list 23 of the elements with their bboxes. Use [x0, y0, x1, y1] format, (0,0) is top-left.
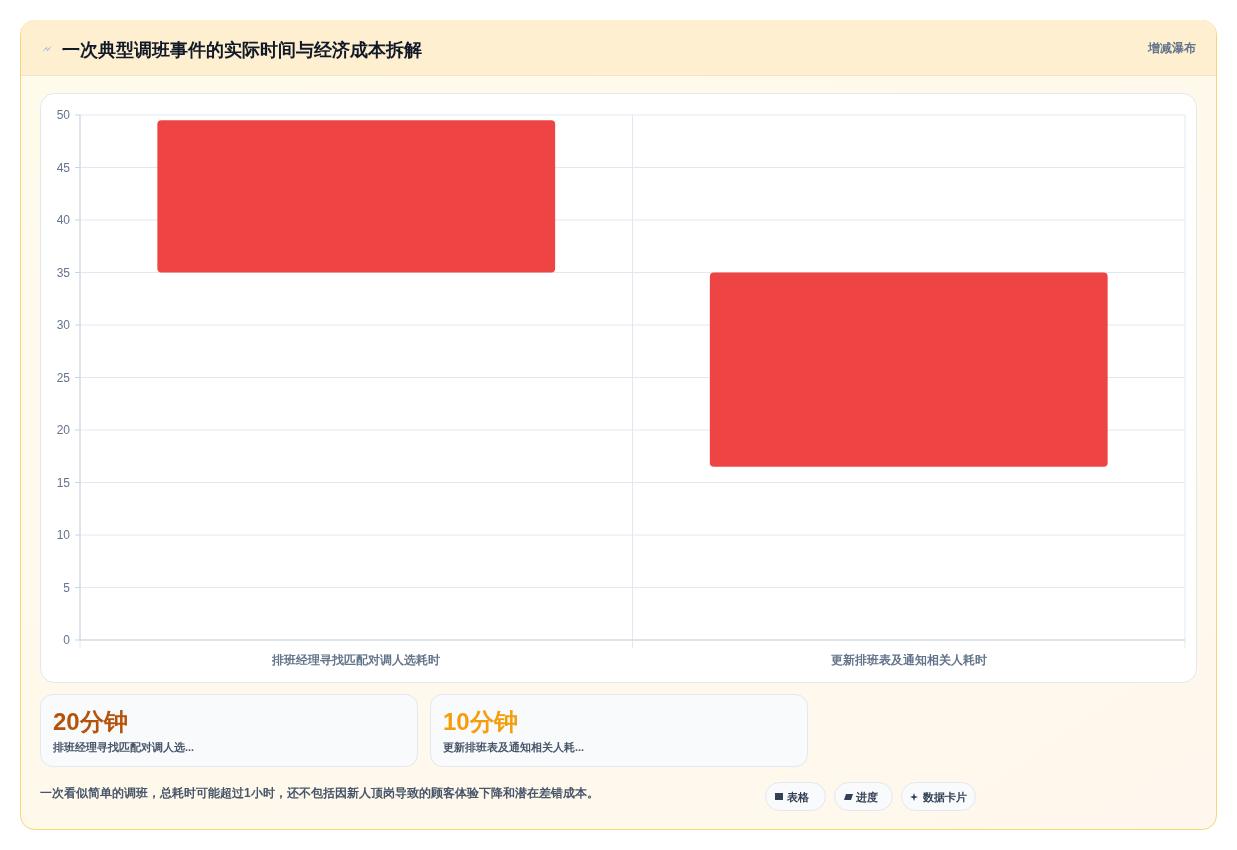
y-tick-label: 45 [56, 160, 71, 175]
text: 更新排班表及通知相关人耗... [443, 741, 585, 754]
text: 进度 [855, 791, 878, 803]
text: 表格 [786, 791, 810, 803]
x-tick-label: 排班经理寻找匹配对调人选耗时 [271, 653, 441, 667]
text: 数据卡片 [922, 791, 967, 803]
x-tick-label: 更新排班表及通知相关人耗时 [830, 653, 987, 667]
y-tick-label: 20 [56, 423, 71, 438]
y-tick-label: 10 [56, 528, 71, 543]
text: 一次看似简单的调班，总耗时可能超过1小时，还不包括因新人顶岗导致的顾客体验下降和潜在差错成本。 [40, 786, 599, 800]
y-tick-label: 35 [56, 265, 71, 280]
chart-subtitle: 增减瀑布 [1147, 41, 1196, 55]
y-tick-label: 40 [56, 213, 71, 228]
text: 排班经理寻找匹配对调人选... [52, 741, 195, 754]
y-tick-label: 5 [63, 580, 71, 595]
y-tick-label: 25 [56, 370, 71, 385]
y-tick-label: 30 [56, 318, 71, 333]
text: 10分钟 [443, 708, 518, 735]
y-tick-label: 50 [56, 108, 71, 123]
chart-title: 一次典型调班事件的实际时间与经济成本拆解 [62, 40, 422, 60]
text: 20分钟 [53, 708, 128, 735]
y-tick-label: 0 [63, 633, 71, 648]
y-tick-label: 15 [56, 475, 71, 490]
